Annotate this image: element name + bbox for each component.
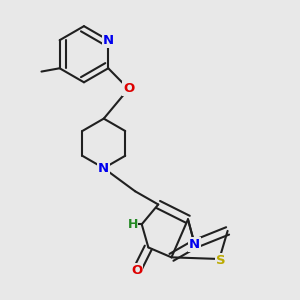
Text: N: N xyxy=(98,162,109,175)
Text: O: O xyxy=(123,82,134,95)
Text: H: H xyxy=(126,218,136,231)
Text: S: S xyxy=(216,254,226,267)
Text: O: O xyxy=(131,264,142,277)
Text: N: N xyxy=(189,238,200,250)
Text: N: N xyxy=(103,34,114,47)
Text: H: H xyxy=(128,218,138,231)
